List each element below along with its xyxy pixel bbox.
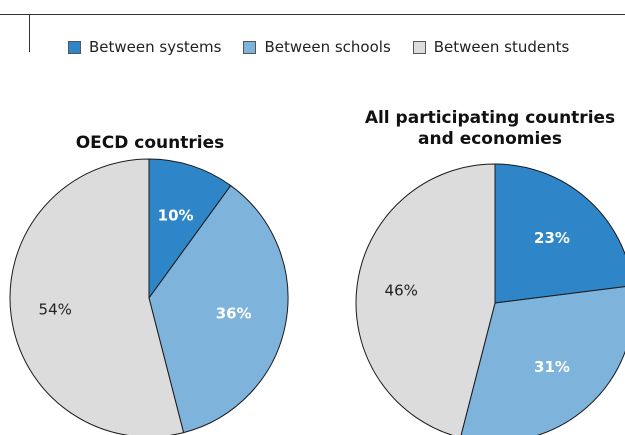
- pie-slice-all-participating-between-students: [355, 163, 496, 435]
- legend-swatch-between-schools: [243, 40, 257, 54]
- legend-label-between-students: Between students: [433, 38, 570, 56]
- legend-label-between-schools: Between schools: [264, 38, 391, 56]
- pie-label-oecd-between-systems: 10%: [158, 207, 194, 225]
- chart-title-all-participating: All participating countries and economie…: [364, 108, 616, 149]
- pie-slice-oecd-between-students: [9, 158, 185, 435]
- legend-item-between-schools: Between schools: [243, 38, 391, 56]
- legend: Between systems Between schools Between …: [68, 36, 591, 58]
- pie-label-all-participating-between-systems: 23%: [534, 229, 570, 247]
- legend-swatch-between-students: [412, 40, 426, 54]
- legend-label-between-systems: Between systems: [89, 38, 222, 56]
- pie-label-all-participating-between-students: 46%: [385, 282, 418, 300]
- pie-label-all-participating-between-schools: 31%: [534, 358, 570, 376]
- pie-slice-oecd-between-systems: [148, 158, 232, 300]
- legend-item-between-students: Between students: [412, 38, 570, 56]
- frame-top-border: [0, 14, 625, 15]
- pie-label-oecd-between-students: 54%: [39, 300, 72, 318]
- legend-item-between-systems: Between systems: [68, 38, 221, 56]
- chart-title-oecd: OECD countries: [75, 133, 225, 153]
- pie-slice-all-participating-between-systems: [494, 163, 625, 304]
- pie-slice-oecd-between-schools: [148, 184, 289, 434]
- pie-slice-all-participating-between-schools: [460, 286, 625, 435]
- legend-swatch-between-systems: [68, 40, 81, 54]
- frame-left-tick: [29, 14, 30, 52]
- pie-label-oecd-between-schools: 36%: [216, 305, 252, 323]
